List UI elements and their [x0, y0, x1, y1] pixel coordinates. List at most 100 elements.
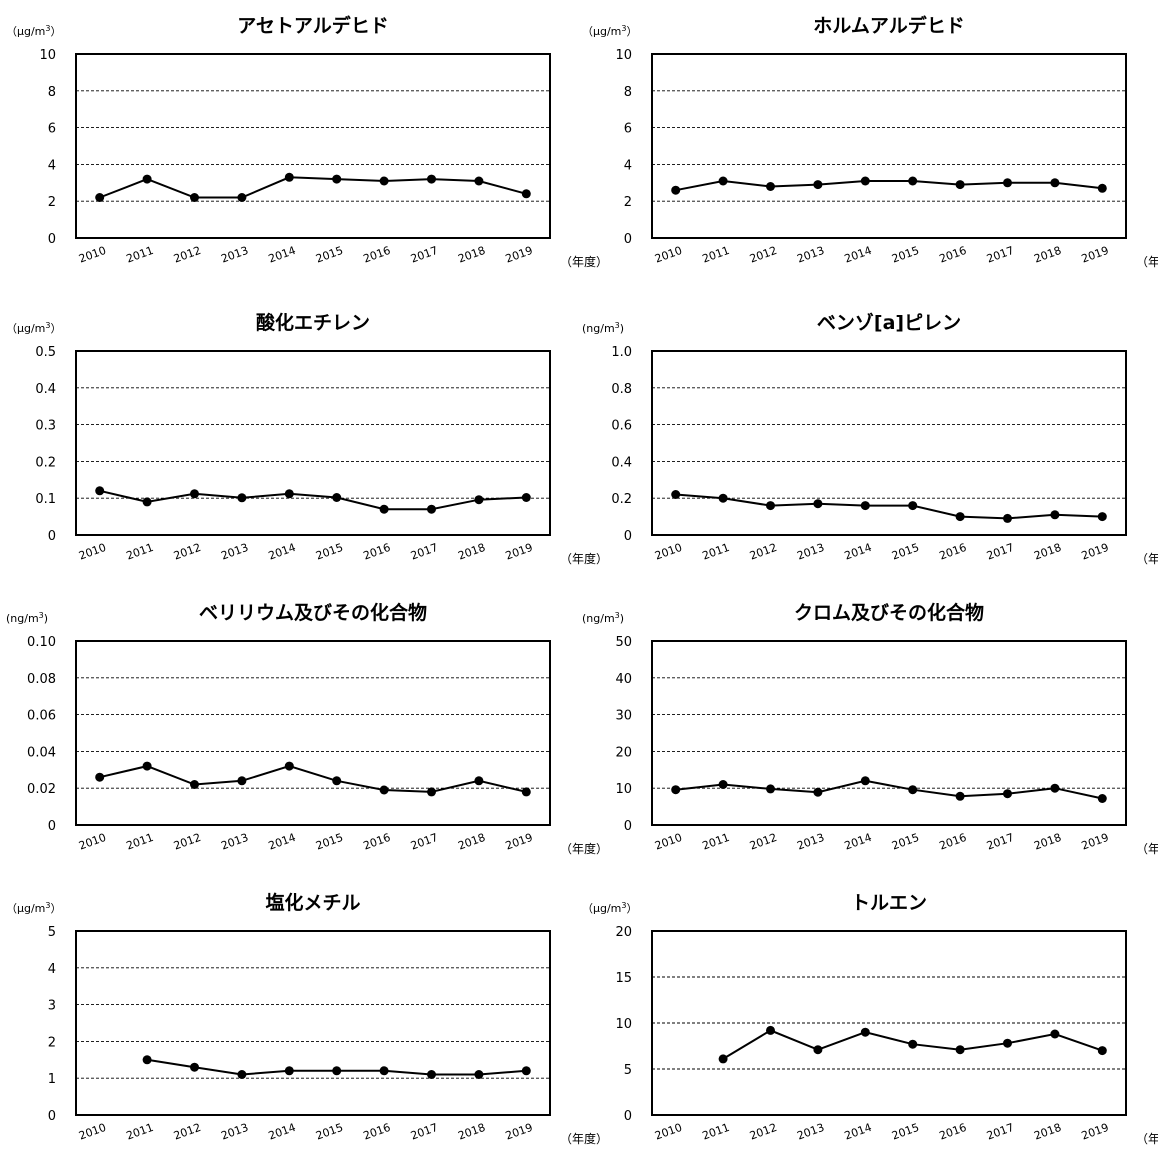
x-tick-label: 2011 — [701, 1121, 732, 1143]
x-tick-label: 2014 — [843, 541, 874, 563]
x-tick-label: 2019 — [504, 831, 535, 853]
data-point — [474, 176, 484, 186]
plot-frame — [651, 930, 1127, 1116]
x-tick-label: 2011 — [125, 541, 156, 563]
x-tick-label: 2014 — [267, 244, 298, 266]
data-point — [718, 1054, 728, 1064]
x-tick-label: 2018 — [456, 541, 487, 563]
y-unit-label: （μg/m3） — [582, 901, 638, 916]
x-tick-label: 2014 — [843, 1121, 874, 1143]
y-tick-label: 2 — [624, 195, 632, 210]
y-tick-label: 0.8 — [611, 382, 632, 397]
data-point — [1050, 178, 1060, 188]
data-point — [813, 180, 823, 190]
chart-title: 酸化エチレン — [256, 311, 370, 334]
series-line — [675, 179, 1103, 192]
x-tick-label: 2010 — [77, 1121, 108, 1143]
x-tick-label: 2015 — [890, 831, 921, 853]
chart-panel-6: 塩化メチル （μg/m3） 0 1 2 3 4 5 2010 2011 2012 2013 2014 20… — [6, 891, 608, 1146]
data-point — [860, 501, 870, 511]
chart-title: アセトアルデヒド — [237, 14, 388, 37]
data-point — [427, 1070, 436, 1079]
x-tick-label: 2012 — [172, 244, 203, 266]
x-tick-label: 2014 — [267, 1121, 298, 1143]
series-line — [675, 779, 1103, 800]
x-axis-suffix: （年度） — [1136, 841, 1158, 856]
data-point — [766, 501, 775, 511]
x-tick-label: 2019 — [504, 1121, 535, 1143]
chart-panel-3: ベンゾ[a]ピレン (ng/m3) 0 0.2 0.4 0.6 0.8 1.0 2010 2011… — [582, 312, 1158, 566]
data-point — [95, 772, 105, 782]
chart-panel-0: アセトアルデヒド （μg/m3） 0 2 4 6 8 10 2010 2011 2012 2013 20… — [6, 14, 608, 269]
plot-frame — [651, 350, 1127, 536]
y-tick-label: 0.4 — [35, 382, 56, 397]
x-tick-label: 2014 — [267, 541, 298, 563]
x-tick-label: 2017 — [409, 1121, 440, 1143]
x-tick-label: 2017 — [985, 1121, 1016, 1143]
x-tick-label: 2015 — [890, 244, 921, 266]
data-point — [908, 176, 918, 186]
y-unit-label: （μg/m3） — [6, 24, 62, 39]
y-tick-label: 0.2 — [35, 455, 56, 470]
data-point — [379, 176, 389, 186]
data-point — [1003, 789, 1012, 799]
chart-panel-2: 酸化エチレン （μg/m3） 0 0.1 0.2 0.3 0.4 0.5 2010 2011 201… — [6, 311, 608, 566]
x-tick-label: 2010 — [653, 831, 684, 853]
x-tick-label: 2017 — [985, 541, 1016, 563]
x-tick-label: 2017 — [409, 541, 440, 563]
x-tick-label: 2013 — [219, 831, 250, 853]
x-tick-label: 2017 — [985, 244, 1016, 266]
data-point — [671, 490, 681, 499]
y-tick-label: 5 — [624, 1063, 632, 1078]
x-tick-label: 2017 — [409, 244, 440, 266]
y-tick-label: 0.06 — [27, 709, 56, 724]
data-point — [955, 791, 965, 801]
data-point — [813, 499, 823, 509]
plot-frame — [75, 53, 551, 239]
y-tick-label: 0.04 — [27, 745, 56, 760]
data-point — [284, 489, 294, 499]
y-unit-label: （μg/m3） — [582, 24, 638, 39]
data-point — [718, 780, 728, 789]
data-point — [427, 787, 436, 797]
data-point — [332, 1066, 342, 1076]
x-tick-label: 2019 — [1080, 244, 1111, 266]
y-tick-label: 0 — [624, 1109, 632, 1124]
data-point — [1003, 1038, 1012, 1048]
data-point — [284, 761, 294, 771]
x-tick-label: 2016 — [362, 831, 393, 853]
x-tick-label: 2016 — [938, 831, 969, 853]
chart-panel-7: トルエン （μg/m3） 0 5 10 15 20 2010 2011 2012 2013 2014 2… — [582, 892, 1158, 1146]
x-tick-label: 2013 — [795, 541, 826, 563]
data-point — [427, 174, 436, 184]
data-point — [237, 776, 247, 786]
data-point — [671, 785, 681, 795]
data-point — [142, 174, 152, 184]
data-point — [427, 504, 436, 514]
series-line — [99, 176, 527, 199]
y-tick-label: 0.6 — [611, 419, 632, 434]
x-axis-suffix: （年度） — [1136, 551, 1158, 566]
x-tick-label: 2015 — [890, 1121, 921, 1143]
y-tick-label: 2 — [48, 1035, 56, 1050]
x-tick-label: 2013 — [795, 1121, 826, 1143]
y-tick-label: 1.0 — [611, 345, 632, 360]
data-point — [521, 493, 531, 502]
x-tick-label: 2010 — [653, 1121, 684, 1143]
data-point — [284, 172, 294, 182]
data-point — [1050, 510, 1060, 520]
data-point — [142, 1055, 152, 1065]
data-point — [190, 780, 199, 789]
x-tick-label: 2017 — [409, 831, 440, 853]
x-tick-label: 2013 — [795, 244, 826, 266]
y-tick-label: 10 — [39, 48, 56, 63]
x-tick-label: 2018 — [1032, 541, 1063, 563]
x-tick-label: 2015 — [314, 1121, 345, 1143]
x-axis-suffix: （年度） — [1136, 1131, 1158, 1146]
data-point — [813, 1045, 823, 1055]
y-tick-label: 3 — [48, 999, 56, 1014]
y-tick-label: 8 — [624, 85, 632, 100]
y-tick-label: 0 — [624, 529, 632, 544]
x-tick-label: 2013 — [219, 244, 250, 266]
